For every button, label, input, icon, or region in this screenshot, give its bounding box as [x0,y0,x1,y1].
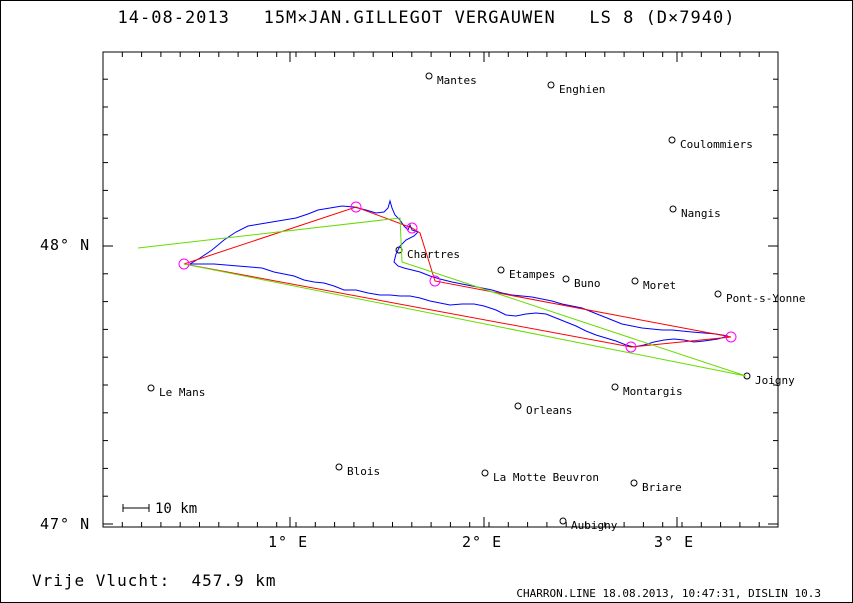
town-label: Aubigny [571,519,618,532]
town-label: Buno [574,277,601,290]
town-marker: Orleans [514,402,572,417]
flight-track [189,199,729,348]
town-label: Enghien [559,83,605,96]
town-marker: Moret [631,277,676,292]
town-label: Mantes [437,74,477,87]
town-marker: Mantes [425,72,477,87]
town-dot [547,81,555,89]
scale-bar: 10 km [122,501,197,517]
lon-label-2: 2° E [462,533,502,551]
town-label: Briare [642,481,682,494]
town-marker: Blois [335,463,380,478]
task-route [183,206,732,348]
turnpoint-marker [429,275,441,287]
town-dot [147,384,155,392]
scale-label: 10 km [155,501,197,517]
lat-label-47: 47° N [40,515,90,533]
turnpoint-marker [350,201,362,213]
town-marker: Nangis [669,205,721,220]
alternate-route [137,217,747,377]
town-dot [668,136,676,144]
town-marker: Etampes [497,266,555,281]
town-label: Etampes [509,268,555,281]
town-dot [630,479,638,487]
town-dot [514,402,522,410]
town-label: Joigny [755,374,795,387]
turnpoint-marker [406,222,418,234]
town-label: Coulommiers [680,138,753,151]
town-label: Chartres [407,248,460,261]
town-dot [611,383,619,391]
town-label: Orleans [526,404,572,417]
town-marker: Enghien [547,81,605,96]
town-marker: Pont-s-Yonne [714,290,805,305]
town-label: Nangis [681,207,721,220]
town-label: Le Mans [159,386,205,399]
turnpoints [178,201,737,353]
town-dot [562,275,570,283]
town-dot [481,469,489,477]
town-label: Moret [643,279,676,292]
town-dot [335,463,343,471]
town-marker: Montargis [611,383,683,398]
town-dot [669,205,677,213]
town-marker: Briare [630,479,682,494]
town-label: Pont-s-Yonne [726,292,805,305]
lat-label-48: 48° N [40,236,90,254]
town-layer: Mantes Enghien Coulommiers Nangis Chartres Et… [147,72,805,532]
turnpoint-marker [725,331,737,343]
turnpoint-marker [178,258,190,270]
axis-ticks [102,52,778,527]
town-dot [714,290,722,298]
town-label: La Motte Beuvron [493,471,599,484]
town-label: Montargis [623,385,683,398]
town-marker: La Motte Beuvron [481,469,599,484]
town-marker: Buno [562,275,601,290]
town-dot [631,277,639,285]
town-marker: Le Mans [147,384,205,399]
lon-label-3: 3° E [654,533,694,551]
flight-distance: Vrije Vlucht: 457.9 km [32,571,277,590]
lon-label-1: 1° E [268,533,308,551]
footer-info: CHARRON.LINE 18.08.2013, 10:47:31, DISLI… [516,587,821,600]
town-dot [559,517,567,525]
turnpoint-marker [625,341,637,353]
page-title: 14-08-2013 15M×JAN.GILLEGOT VERGAUWEN LS… [117,8,736,28]
plot-area [102,51,779,528]
town-marker: Coulommiers [668,136,753,151]
town-dot [425,72,433,80]
town-marker: Joigny [743,372,795,387]
town-marker: Aubigny [559,517,618,532]
town-dot [497,266,505,274]
town-label: Blois [347,465,380,478]
